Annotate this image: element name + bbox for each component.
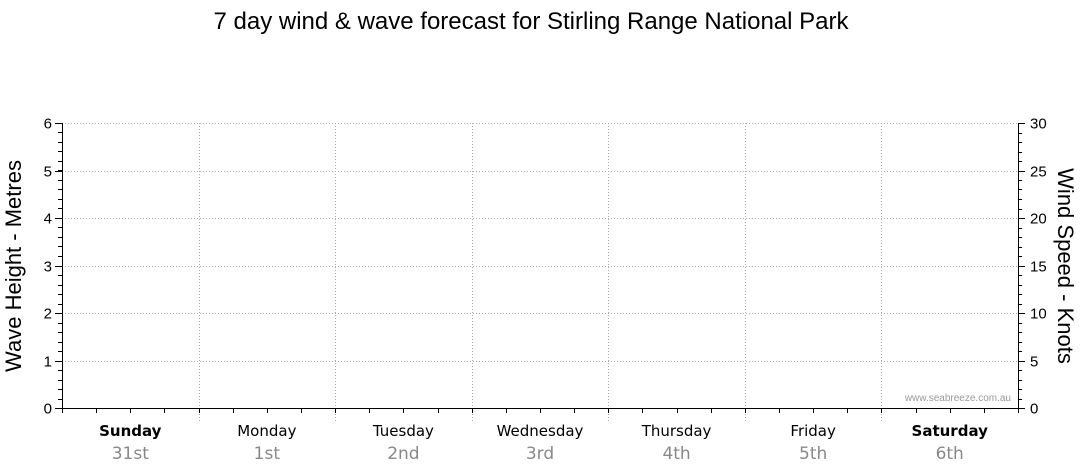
day-date-label: 3rd	[526, 444, 554, 464]
day-name-label: Tuesday	[372, 422, 434, 440]
chart-title: 7 day wind & wave forecast for Stirling …	[214, 8, 850, 35]
day-date-label: 4th	[662, 444, 690, 464]
day-name-label: Monday	[237, 422, 296, 440]
day-name-label: Friday	[790, 422, 836, 440]
right-tick-label: 0	[1030, 401, 1038, 418]
y-axis-title-left: Wave Height - Metres	[1, 160, 26, 372]
left-tick-label: 0	[44, 401, 52, 418]
y-axis-title-right: Wind Speed - Knots	[1053, 168, 1078, 364]
day-labels: Sunday 31st Monday 1st Tuesday 2nd Wednesday 3r…	[99, 422, 988, 464]
right-tick-label: 5	[1030, 354, 1038, 371]
day-name-label: Sunday	[99, 422, 162, 440]
left-tick-labels: 0 1 2 3 4 5 6	[44, 116, 52, 418]
day-date-label: 6th	[936, 444, 964, 464]
left-tick-label: 1	[44, 354, 52, 371]
left-tick-label: 6	[44, 116, 52, 133]
gridlines	[62, 123, 1018, 422]
left-tick-label: 4	[44, 211, 52, 228]
right-tick-label: 10	[1030, 306, 1047, 323]
left-tick-label: 3	[44, 259, 52, 276]
right-tick-label: 20	[1030, 211, 1047, 228]
day-name-label: Wednesday	[497, 422, 584, 440]
left-tick-label: 5	[44, 164, 52, 181]
day-name-label: Thursday	[641, 422, 712, 440]
left-tick-label: 2	[44, 306, 52, 323]
day-date-label: 1st	[254, 444, 281, 464]
right-tick-labels: 0 5 10 15 20 25 30	[1030, 116, 1047, 418]
axes	[55, 123, 1025, 413]
right-tick-label: 25	[1030, 164, 1047, 181]
day-date-label: 31st	[112, 444, 149, 464]
right-tick-label: 15	[1030, 259, 1047, 276]
watermark: www.seabreeze.com.au	[904, 393, 1011, 404]
day-date-label: 2nd	[387, 444, 419, 464]
right-tick-label: 30	[1030, 116, 1047, 133]
day-date-label: 5th	[799, 444, 827, 464]
day-name-label: Saturday	[912, 422, 989, 440]
